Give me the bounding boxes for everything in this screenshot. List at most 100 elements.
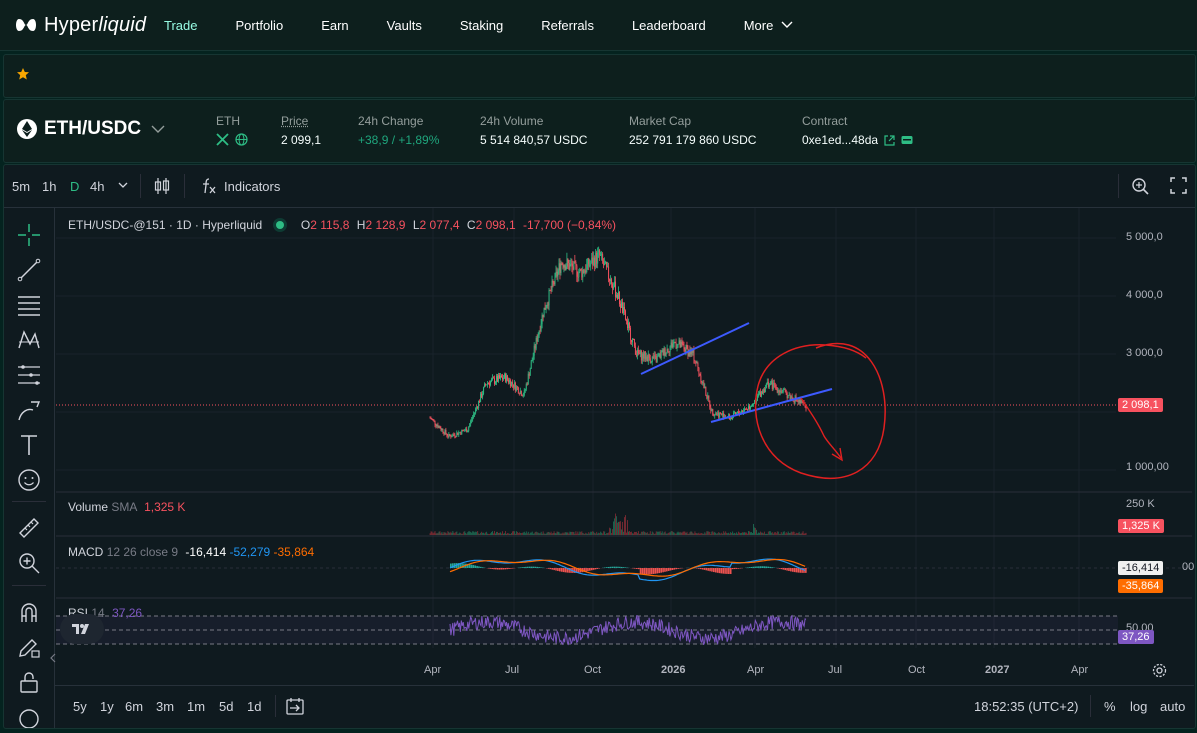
nav-earn[interactable]: Earn — [321, 17, 349, 33]
nav-referrals[interactable]: Referrals — [541, 17, 594, 33]
percent-toggle[interactable]: % — [1104, 699, 1116, 714]
logo[interactable]: Hyperliquid — [14, 14, 164, 37]
range-3m[interactable]: 3m — [156, 699, 175, 714]
status-dot-icon — [275, 221, 284, 229]
globe-icon[interactable] — [235, 133, 248, 146]
timeframe-5m[interactable]: 5m — [12, 179, 31, 194]
lock-drawing-tool[interactable] — [16, 634, 42, 660]
volume-bar — [591, 531, 593, 535]
top-nav: Hyperliquid Trade Portfolio Earn Vaults … — [0, 0, 1197, 51]
fx-indicators-icon[interactable] — [200, 177, 218, 195]
calendar-goto-icon[interactable] — [286, 697, 304, 715]
chart-clock[interactable]: 18:52:35 (UTC+2) — [974, 699, 1079, 714]
contract-value[interactable]: 0xe1ed...48da — [802, 133, 879, 147]
external-link-icon[interactable] — [884, 134, 895, 146]
candle-body — [540, 323, 542, 332]
volume-bar — [468, 531, 470, 535]
volume-bar — [576, 533, 578, 535]
magnet-tool[interactable] — [16, 599, 42, 625]
range-1y[interactable]: 1y — [100, 699, 114, 714]
nav-more[interactable]: More — [744, 18, 794, 33]
visibility-tool[interactable] — [16, 704, 42, 728]
candle-body — [468, 427, 470, 432]
volume-bar — [575, 531, 577, 535]
candle-body — [511, 381, 513, 385]
volume-bar — [668, 532, 670, 535]
volume-bar — [439, 531, 441, 535]
nav-leaderboard[interactable]: Leaderboard — [631, 17, 706, 33]
candle-body — [736, 413, 738, 415]
candle-body — [488, 383, 490, 384]
smiley-icon — [18, 469, 40, 491]
change-label: 24h Change — [358, 114, 424, 128]
volume-bar — [630, 531, 632, 535]
low-label: L — [412, 218, 420, 232]
pair-selector[interactable]: ETH/USDC — [16, 118, 165, 140]
timeframe-4h[interactable]: 4h — [90, 179, 105, 194]
volume-bar — [567, 532, 569, 535]
range-5d[interactable]: 5d — [219, 699, 234, 714]
nav-vaults[interactable]: Vaults — [386, 17, 422, 33]
emoji-tool[interactable] — [16, 467, 42, 493]
candle-body — [585, 270, 587, 273]
log-toggle[interactable]: log — [1130, 699, 1148, 714]
candle-body — [484, 384, 486, 388]
volume-bar — [565, 532, 567, 535]
collapse-arrow-icon[interactable] — [50, 653, 56, 663]
volume-bar — [674, 533, 676, 535]
candle-body — [558, 263, 560, 271]
measure-tool[interactable] — [16, 515, 42, 541]
macd-histogram-bar — [782, 568, 785, 570]
screenshot-zoom-icon[interactable] — [1130, 176, 1150, 196]
range-1d[interactable]: 1d — [247, 699, 262, 714]
nav-portfolio[interactable]: Portfolio — [235, 17, 284, 33]
volume-bar — [729, 533, 731, 535]
range-1m[interactable]: 1m — [187, 699, 206, 714]
candle-body — [501, 375, 502, 378]
volume-bar — [612, 529, 614, 535]
text-tool[interactable] — [16, 432, 42, 458]
candle-body — [590, 263, 592, 266]
tradingview-logo[interactable] — [60, 614, 104, 644]
candle-body — [632, 338, 634, 340]
timeframe-d[interactable]: D — [70, 179, 80, 194]
fullscreen-icon[interactable] — [1170, 177, 1187, 194]
brush-icon — [18, 401, 41, 421]
nav-trade[interactable]: Trade — [164, 17, 198, 33]
candle-body — [694, 360, 696, 362]
range-6m[interactable]: 6m — [125, 699, 144, 714]
volume-bar — [787, 531, 789, 535]
wallet-icon[interactable] — [901, 135, 913, 145]
lock-tool[interactable] — [16, 669, 42, 695]
macd-histogram-bar — [733, 568, 736, 570]
candle-body — [581, 269, 583, 278]
volume-bar — [671, 531, 673, 535]
prediction-tool[interactable] — [16, 362, 42, 388]
price-chart[interactable] — [56, 208, 1192, 686]
settings-gear-icon[interactable] — [1152, 663, 1167, 678]
candle-body — [460, 432, 462, 435]
candle-body — [443, 432, 445, 435]
candle-body — [653, 355, 655, 359]
indicators-button[interactable]: Indicators — [224, 179, 281, 194]
crosshair-tool[interactable] — [16, 222, 42, 248]
nav-staking[interactable]: Staking — [459, 17, 504, 33]
volume-bar — [654, 533, 656, 535]
candles-icon[interactable] — [154, 177, 170, 195]
range-5y[interactable]: 5y — [73, 699, 87, 714]
candle-body — [464, 430, 466, 432]
timeframe-1h[interactable]: 1h — [42, 179, 57, 194]
pattern-tool[interactable] — [16, 327, 42, 353]
fib-tool[interactable] — [16, 292, 42, 318]
star-icon[interactable] — [16, 67, 30, 81]
volume-bar — [678, 532, 680, 535]
auto-toggle[interactable]: auto — [1160, 699, 1186, 714]
candle-body — [491, 379, 493, 382]
volume-bar — [524, 533, 526, 535]
brush-tool[interactable] — [16, 397, 42, 423]
trendline-tool[interactable] — [16, 257, 42, 283]
chevron-down-icon[interactable] — [118, 182, 128, 189]
x-twitter-icon[interactable] — [216, 133, 229, 146]
volume-bar — [712, 531, 714, 535]
zoom-tool[interactable] — [16, 550, 42, 576]
